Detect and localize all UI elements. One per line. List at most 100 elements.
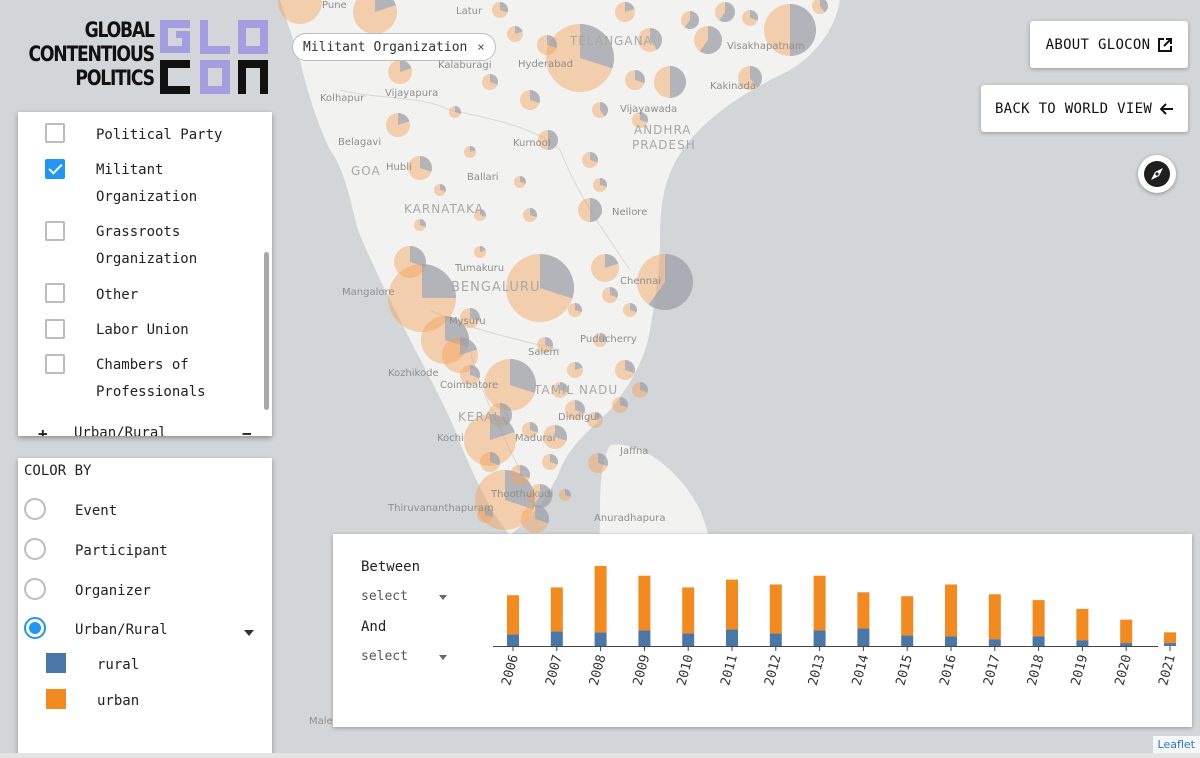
event-bubble[interactable] xyxy=(353,0,397,34)
bar-rural-2010[interactable] xyxy=(682,633,695,646)
bar-urban-2007[interactable] xyxy=(550,587,563,632)
compass-button[interactable] xyxy=(1138,155,1176,193)
state-label: TELANGANA xyxy=(570,34,653,48)
chevron-down-icon[interactable] xyxy=(244,630,254,636)
x-tick-label: 2010 xyxy=(674,653,697,687)
bubble-rural-slice xyxy=(400,60,412,72)
bar-urban-2016[interactable] xyxy=(945,584,957,637)
bubble-rural-slice xyxy=(590,152,598,163)
checkbox[interactable] xyxy=(45,283,65,303)
bubble-rural-slice xyxy=(410,246,427,267)
bar-urban-2021[interactable] xyxy=(1164,632,1176,644)
glocon-logo[interactable]: GLOBAL CONTENTIOUS POLITICS xyxy=(16,18,276,96)
bar-rural-2018[interactable] xyxy=(1032,636,1045,646)
bar-rural-2017[interactable] xyxy=(988,639,1001,646)
bar-urban-2008[interactable] xyxy=(594,565,607,633)
leaflet-attribution[interactable]: Leaflet xyxy=(1152,736,1200,753)
bar-rural-2012[interactable] xyxy=(769,633,782,646)
bar-rural-2008[interactable] xyxy=(594,632,607,646)
checkbox-checked[interactable] xyxy=(45,159,65,179)
bar-rural-2014[interactable] xyxy=(857,628,870,646)
event-bubbles[interactable] xyxy=(278,0,828,533)
bar-rural-2006[interactable] xyxy=(507,634,519,646)
x-tick-label: 2011 xyxy=(718,653,741,687)
bubble-rural-slice xyxy=(530,90,540,104)
bar-urban-2009[interactable] xyxy=(638,575,651,631)
bubble-rural-slice xyxy=(575,400,585,414)
x-tick-label: 2018 xyxy=(1025,653,1048,687)
bar-urban-2018[interactable] xyxy=(1032,600,1045,637)
bar-urban-2013[interactable] xyxy=(813,575,826,631)
dropdown-arrow-icon xyxy=(439,655,447,660)
back-to-world-view-button[interactable]: BACK TO WORLD VIEW xyxy=(981,85,1188,132)
stacked-bar-chart[interactable]: 2006 2007 2008 2009 2010 2011 2012 2013 2014 2015… xyxy=(333,534,1192,727)
bubble-rural-slice xyxy=(510,359,536,394)
bar-rural-2016[interactable] xyxy=(945,636,957,646)
between-select[interactable]: select xyxy=(361,589,451,604)
bar-urban-2011[interactable] xyxy=(726,579,738,630)
map-label: Kakinada xyxy=(710,81,757,92)
bubble-rural-slice xyxy=(530,422,538,433)
bubble-rural-slice xyxy=(598,453,608,467)
timeline-chart-panel[interactable]: Between select And select 2006 2007 2008 20… xyxy=(333,534,1192,727)
bubble-rural-slice xyxy=(490,414,515,440)
panel-scrollbar[interactable] xyxy=(264,252,269,410)
bar-rural-2021[interactable] xyxy=(1164,643,1176,646)
bubble-rural-slice xyxy=(470,308,480,322)
bubble-rural-slice xyxy=(600,102,608,117)
bubble-rural-slice xyxy=(820,0,828,13)
radio-participant[interactable] xyxy=(24,538,46,560)
logo-line: POLITICS xyxy=(75,66,155,90)
event-bubble[interactable] xyxy=(278,0,322,24)
bar-rural-2015[interactable] xyxy=(901,635,914,646)
map-label: Kochi xyxy=(437,433,464,444)
radio-label: Event xyxy=(75,503,118,519)
bar-urban-2020[interactable] xyxy=(1120,619,1133,644)
bar-rural-2020[interactable] xyxy=(1120,643,1133,646)
bar-rural-2009[interactable] xyxy=(638,630,651,646)
bubble-rural-slice xyxy=(485,507,494,518)
arrow-left-icon xyxy=(1160,102,1174,115)
color-by-panel[interactable]: COLOR BY Event Participant Organizer Urb… xyxy=(18,458,272,758)
x-tick-label: 2015 xyxy=(893,653,916,687)
bar-urban-2014[interactable] xyxy=(857,592,870,629)
organizer-filter-panel[interactable]: Political Party Militant Organization Gr… xyxy=(18,112,272,436)
bar-rural-2011[interactable] xyxy=(726,629,738,646)
about-label: ABOUT GLOCON xyxy=(1045,36,1151,53)
chip-close-icon[interactable]: × xyxy=(477,40,485,54)
bubble-rural-slice xyxy=(515,26,523,34)
expand-icon[interactable]: + xyxy=(38,424,48,436)
bar-rural-2019[interactable] xyxy=(1076,640,1089,646)
state-label: KARNATAKA xyxy=(404,202,484,216)
bar-urban-2015[interactable] xyxy=(901,596,914,636)
legend-swatch-urban xyxy=(46,689,66,709)
map-label: Vijayapura xyxy=(385,88,439,99)
bar-rural-2013[interactable] xyxy=(813,630,826,646)
x-tick-label: 2007 xyxy=(543,653,566,687)
bar-urban-2010[interactable] xyxy=(682,587,695,634)
checkbox[interactable] xyxy=(45,123,65,143)
bar-urban-2006[interactable] xyxy=(507,595,519,635)
map-label: Coimbatore xyxy=(440,380,499,391)
map-label: Ballari xyxy=(467,172,499,183)
bubble-rural-slice xyxy=(455,106,461,114)
checkbox[interactable] xyxy=(45,319,65,339)
radio-event[interactable] xyxy=(24,498,46,520)
bubble-rural-slice xyxy=(565,489,571,497)
radio-urban-rural[interactable] xyxy=(24,617,46,639)
urban-rural-filter-header[interactable]: + Urban/Rural − xyxy=(18,422,272,436)
radio-organizer[interactable] xyxy=(24,578,46,600)
bubble-rural-slice xyxy=(625,2,635,12)
collapse-icon[interactable]: − xyxy=(242,424,252,436)
bar-urban-2017[interactable] xyxy=(988,594,1001,640)
checkbox[interactable] xyxy=(45,221,65,241)
active-filter-chip[interactable]: Militant Organization × xyxy=(292,33,496,61)
bar-urban-2019[interactable] xyxy=(1076,608,1089,641)
section-label: Urban/Rural xyxy=(74,425,167,436)
and-select[interactable]: select xyxy=(361,649,451,664)
checkbox[interactable] xyxy=(45,354,65,374)
bar-rural-2007[interactable] xyxy=(550,631,563,646)
bubble-rural-slice xyxy=(420,219,426,227)
bar-urban-2012[interactable] xyxy=(769,584,782,634)
about-glocon-button[interactable]: ABOUT GLOCON xyxy=(1030,21,1188,68)
